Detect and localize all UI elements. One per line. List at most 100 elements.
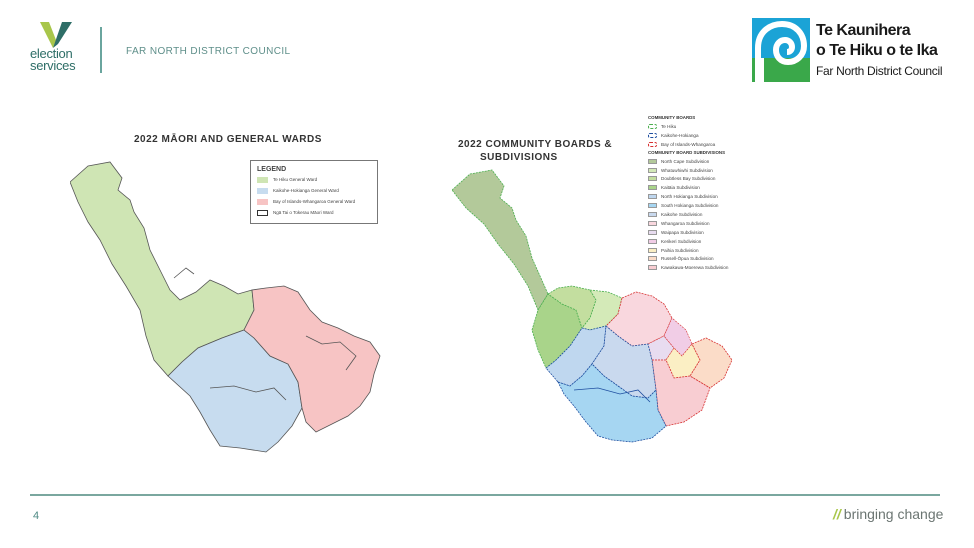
legend-item-te-hiku: Te Hiku General Ward xyxy=(257,177,317,186)
community-boards-map xyxy=(452,169,733,443)
legend-item-subdivision: Russell-Ōpua Subdivision xyxy=(648,254,758,263)
legend-label: Ngā Tai o Tokerau Māori Ward xyxy=(273,210,334,216)
tagline: //bringing change xyxy=(833,506,943,522)
legend-label: Bay of Islands-Whangaroa xyxy=(661,141,716,147)
legend-swatch xyxy=(648,247,657,253)
wards-map xyxy=(70,161,381,453)
legend-label: Te Hiku xyxy=(661,123,677,129)
legend-label: North Hokianga Subdivision xyxy=(661,194,718,200)
legend-label: Kawakawa-Moerewa Subdivision xyxy=(661,265,729,271)
legend-swatch xyxy=(648,229,657,235)
legend-swatch xyxy=(648,194,657,200)
te-hiku-ward-region xyxy=(70,161,255,377)
council-name: FAR NORTH DISTRICT COUNCIL xyxy=(126,46,291,57)
fndc-line-2: o Te Hiku o te Ika xyxy=(816,42,938,59)
fndc-line-1: Te Kaunihera xyxy=(816,22,911,39)
legend-swatch xyxy=(257,177,268,183)
subdivisions-heading: COMMUNITY BOARD SUBDIVISIONS xyxy=(648,149,726,155)
election-services-mark-icon xyxy=(40,22,72,48)
fndc-line-3: Far North District Council xyxy=(816,64,943,78)
bay-of-islands-coast-line xyxy=(305,335,357,371)
south-hokianga-subdivision xyxy=(557,363,667,443)
north-cape-subdivision xyxy=(452,169,549,311)
fndc-logo: Te Kaunihera o Te Hiku o te Ika Far Nort… xyxy=(752,18,943,84)
legend-item-subdivision: Kaitāia Subdivision xyxy=(648,183,758,192)
legend-swatch xyxy=(648,211,657,217)
legend-item-maori-ward: Ngā Tai o Tokerau Māori Ward xyxy=(257,210,333,219)
legend-swatch xyxy=(648,158,657,164)
legend-swatch xyxy=(648,176,657,182)
legend-item-board-bay-of-islands: Bay of Islands-Whangaroa xyxy=(648,140,758,149)
legend-item-subdivision: Kaikohe Subdivision xyxy=(648,210,758,219)
legend-label: Kaikohe Subdivision xyxy=(661,211,703,217)
header-divider xyxy=(100,27,102,73)
legend-swatch xyxy=(648,185,657,191)
legend-item-subdivision: Whangaroa Subdivision xyxy=(648,219,758,228)
legend-item-subdivision: North Cape Subdivision xyxy=(648,157,758,166)
legend-label: Te Hiku General Ward xyxy=(273,177,318,183)
legend-label: Whatuwhiwhi Subdivision xyxy=(661,167,713,173)
map1-title: 2022 MĀORI AND GENERAL WARDS xyxy=(134,134,322,145)
bay-of-islands-ward-region xyxy=(243,285,381,433)
legend-item-subdivision: Paihia Subdivision xyxy=(648,246,758,255)
legend-item-subdivision: Whatuwhiwhi Subdivision xyxy=(648,166,758,175)
legend-outline-swatch xyxy=(648,132,657,138)
legend-swatch xyxy=(257,188,268,194)
doubtless-bay-subdivision xyxy=(547,285,597,329)
legend-label: North Cape Subdivision xyxy=(661,158,710,164)
legend-outline-swatch xyxy=(648,123,657,129)
legend-label: Paihia Subdivision xyxy=(661,247,699,253)
legend-item-subdivision: South Hokianga Subdivision xyxy=(648,201,758,210)
kerikeri-subdivision xyxy=(663,317,693,357)
legend-outline-swatch xyxy=(648,141,657,147)
page-number: 4 xyxy=(33,510,40,522)
legend-label: Doubtless Bay Subdivision xyxy=(661,176,716,182)
legend-label: Bay of Islands-Whangaroa General Ward xyxy=(273,199,356,205)
legend-label: Whangaroa Subdivision xyxy=(661,220,710,226)
footer-divider xyxy=(30,494,940,496)
election-services-logo: election services xyxy=(30,22,90,74)
legend-swatch xyxy=(648,265,657,271)
legend-swatch xyxy=(648,238,657,244)
rangaunu-harbour-line xyxy=(173,267,195,279)
legend-swatch xyxy=(257,210,268,216)
legend-label: Kaikohe-Hokianga General Ward xyxy=(273,188,339,194)
hokianga-harbour-line xyxy=(209,385,287,401)
legend-item-board-kaikohe-hokianga: Kaikohe-Hokianga xyxy=(648,131,758,140)
legend-item-bay-of-islands: Bay of Islands-Whangaroa General Ward xyxy=(257,199,355,208)
legend-label: Kerikeri Subdivision xyxy=(661,238,702,244)
legend-label: South Hokianga Subdivision xyxy=(661,203,719,209)
koru-logo-icon xyxy=(752,18,810,82)
legend-label: Waipapa Subdivision xyxy=(661,229,704,235)
russell-opua-subdivision xyxy=(689,337,733,389)
legend-swatch xyxy=(648,167,657,173)
legend-item-subdivision: Kawakawa-Moerewa Subdivision xyxy=(648,263,758,272)
legend-label: Russell-Ōpua Subdivision xyxy=(661,256,714,262)
map2-title: 2022 COMMUNITY BOARDS & SUBDIVISIONS xyxy=(458,138,612,164)
election-services-text: election services xyxy=(30,46,76,73)
tagline-text: bringing change xyxy=(843,506,944,522)
map2-title-line-1: 2022 COMMUNITY BOARDS & xyxy=(458,139,613,150)
legend-item-kaikohe-hokianga: Kaikohe-Hokianga General Ward xyxy=(257,188,339,197)
community-boards-heading: COMMUNITY BOARDS xyxy=(648,115,696,120)
logo-line-2: services xyxy=(30,58,76,73)
legend-item-subdivision: Kerikeri Subdivision xyxy=(648,237,758,246)
map2-title-line-2: SUBDIVISIONS xyxy=(480,152,558,163)
kawakawa-moerewa-subdivision xyxy=(651,359,711,427)
legend-title: LEGEND xyxy=(257,166,287,173)
legend-swatch xyxy=(257,199,268,205)
hokianga-harbour-line xyxy=(573,387,651,403)
legend-item-subdivision: Waipapa Subdivision xyxy=(648,228,758,237)
map2-legend: COMMUNITY BOARDS Te Hiku Kaikohe-Hokiang… xyxy=(648,114,758,272)
map1-legend: LEGEND Te Hiku General Ward Kaikohe-Hoki… xyxy=(250,160,378,224)
legend-label: Kaikohe-Hokianga xyxy=(661,132,699,138)
legend-item-subdivision: North Hokianga Subdivision xyxy=(648,192,758,201)
legend-swatch xyxy=(648,256,657,262)
legend-label: Kaitāia Subdivision xyxy=(661,185,700,191)
legend-swatch xyxy=(648,220,657,226)
legend-swatch xyxy=(648,203,657,209)
logo-line-1: election xyxy=(30,46,73,61)
tagline-mark: // xyxy=(833,506,841,522)
legend-item-subdivision: Doubtless Bay Subdivision xyxy=(648,174,758,183)
legend-item-board-te-hiku: Te Hiku xyxy=(648,122,758,131)
